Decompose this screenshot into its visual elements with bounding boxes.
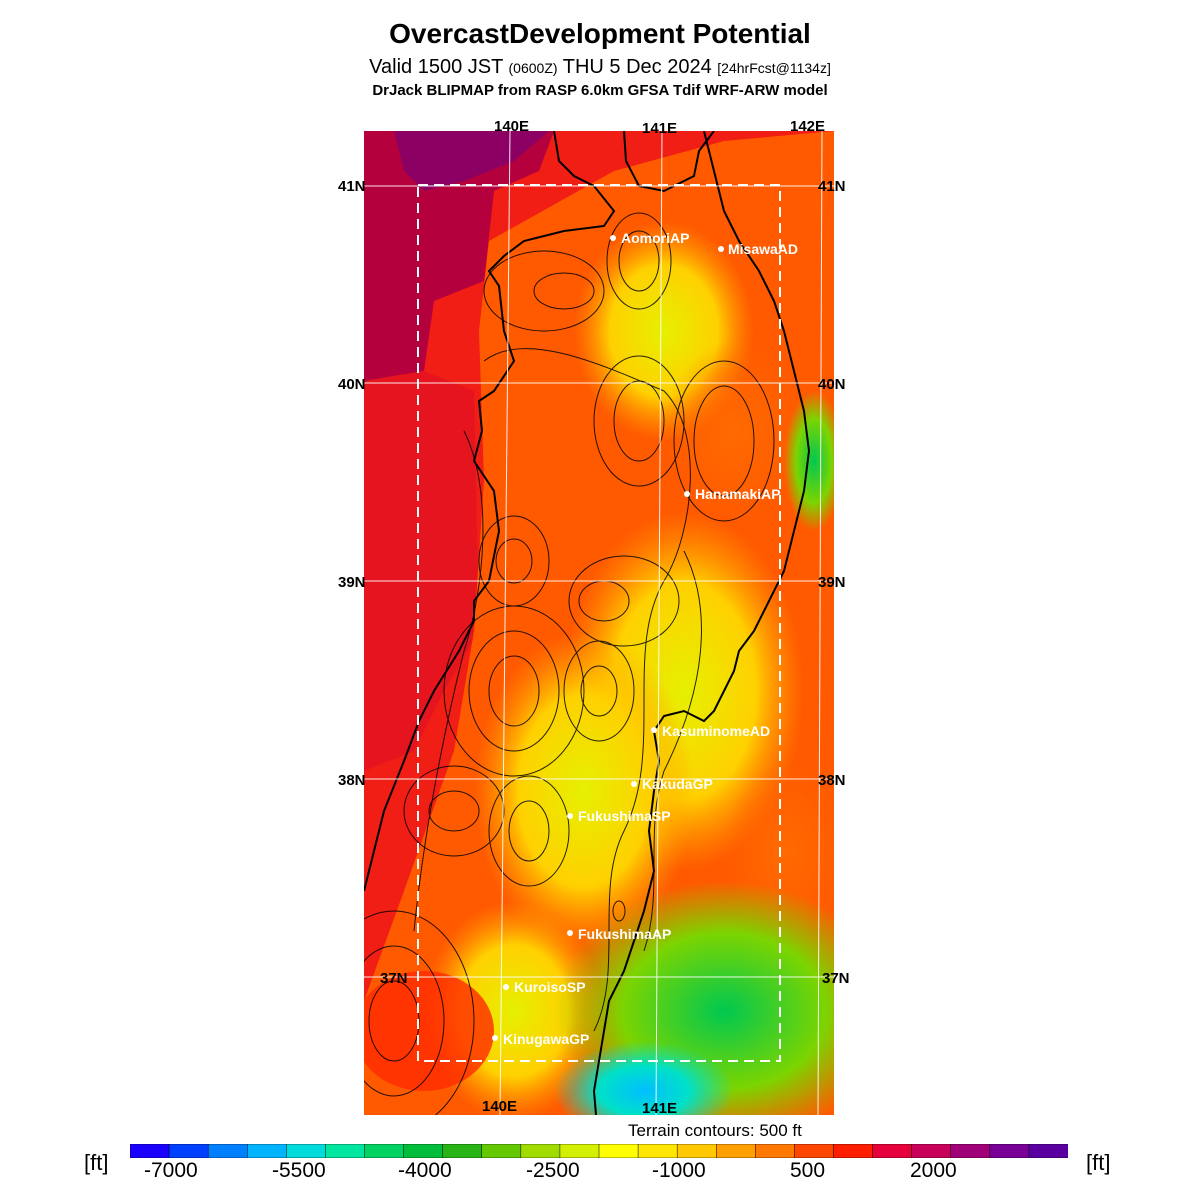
lat-label-left: 39N [338, 574, 366, 591]
colorbar-swatch [676, 1144, 717, 1158]
station-dot [631, 781, 637, 787]
map-title: OvercastDevelopment Potential [389, 18, 811, 49]
colorbar-swatch [403, 1144, 444, 1158]
colorbar-swatch [755, 1144, 796, 1158]
station-dot [718, 246, 724, 252]
terrain-note: Terrain contours: 500 ft [628, 1121, 802, 1140]
colorbar-swatch [207, 1144, 248, 1158]
colorbar-swatch [989, 1144, 1030, 1158]
station-label: FukushimaSP [578, 808, 671, 824]
colorbar-swatch [872, 1144, 913, 1158]
colorbar-tick: -1000 [652, 1159, 706, 1182]
valid-zulu: (0600Z) [508, 60, 558, 76]
station-label: AomoriAP [621, 230, 689, 246]
unit-left: [ft] [84, 1150, 109, 1175]
lat-label-right: 38N [818, 772, 846, 789]
lat-label-right: 37N [822, 970, 850, 987]
domain-boundary [417, 184, 781, 1062]
field-crimson [364, 131, 554, 381]
colorbar-tick: -5500 [272, 1159, 326, 1182]
station-dot [651, 727, 657, 733]
colorbar-tick: -2500 [526, 1159, 580, 1182]
colorbar-swatch [168, 1144, 209, 1158]
forecast-info: [24hrFcst@1134z] [717, 60, 831, 76]
colorbar-swatch [286, 1144, 327, 1158]
station-label: KuroisoSP [514, 979, 586, 995]
colorbar-swatch [637, 1144, 678, 1158]
unit-right: [ft] [1086, 1150, 1111, 1175]
colorbar-tick: -4000 [398, 1159, 452, 1182]
colorbar-swatch [442, 1144, 483, 1158]
colorbar-tick: 2000 [910, 1159, 957, 1182]
station-label: MisawaAD [728, 241, 798, 257]
station-label: KinugawaGP [503, 1031, 589, 1047]
lon-label-top: 142E [790, 118, 826, 135]
lon-label-top: 140E [494, 118, 530, 135]
lon-label-top: 141E [642, 120, 678, 137]
lat-label-right: 39N [818, 574, 846, 591]
colorbar-swatch [950, 1144, 991, 1158]
lat-label-right: 40N [818, 376, 846, 393]
station-dot [503, 984, 509, 990]
lat-label-left: 38N [338, 772, 366, 789]
lat-label-right: 41N [818, 178, 846, 195]
colorbar-swatch [833, 1144, 874, 1158]
colorbar-swatch [911, 1144, 952, 1158]
colorbar-swatch [559, 1144, 600, 1158]
station-dot [492, 1035, 498, 1041]
colorbar-swatch [598, 1144, 639, 1158]
station-dot [567, 930, 573, 936]
station-label: FukushimaAP [578, 926, 671, 942]
colorbar-swatch [1028, 1144, 1068, 1158]
field-green-ne [784, 391, 834, 531]
field-sea-red [364, 371, 479, 771]
station-dot [567, 813, 573, 819]
lat-label-left: 40N [338, 376, 366, 393]
colorbar-swatch [520, 1144, 561, 1158]
colorbar-swatch [130, 1144, 170, 1158]
valid-date: THU 5 Dec 2024 [562, 56, 712, 78]
forecast-map: AomoriAP MisawaAD HanamakiAP KasuminomeA… [364, 131, 834, 1115]
colorbar-swatch [364, 1144, 405, 1158]
lat-label-left: 41N [338, 178, 366, 195]
colorbar-swatch [325, 1144, 366, 1158]
model-info: DrJack BLIPMAP from RASP 6.0km GFSA Tdif… [372, 82, 828, 99]
valid-time: Valid 1500 JST (0600Z) THU 5 Dec 2024 [2… [0, 56, 1200, 79]
colorbar-swatch [794, 1144, 835, 1158]
station-label: KakudaGP [642, 776, 713, 792]
lon-label-bottom: 141E [642, 1100, 678, 1117]
station-dot [684, 491, 690, 497]
colorbar-tick: -7000 [144, 1159, 198, 1182]
station-dot [610, 235, 616, 241]
colorbar-tick: 500 [790, 1159, 826, 1182]
colorbar-swatch [716, 1144, 757, 1158]
station-markers: AomoriAP MisawaAD HanamakiAP KasuminomeA… [492, 230, 798, 1047]
station-label: KasuminomeAD [662, 723, 770, 739]
lat-label-left: 37N [380, 970, 408, 987]
lon-label-bottom: 140E [482, 1098, 518, 1115]
color-scale-bar [130, 1144, 1068, 1158]
colorbar-swatch [247, 1144, 288, 1158]
colorbar-swatch [481, 1144, 522, 1158]
valid-prefix: Valid 1500 JST [369, 56, 503, 78]
field-yellow-west [474, 631, 694, 951]
terrain-contours [364, 212, 775, 1115]
station-label: HanamakiAP [695, 486, 781, 502]
